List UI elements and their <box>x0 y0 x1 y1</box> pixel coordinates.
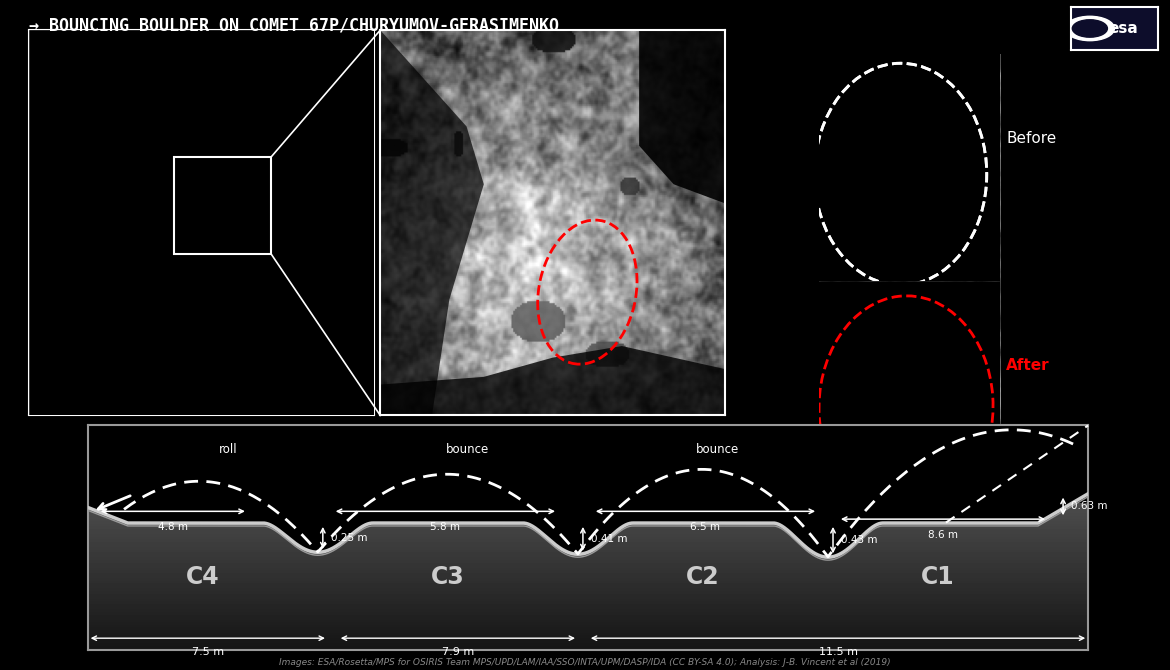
Ellipse shape <box>917 308 982 361</box>
Text: bounce: bounce <box>446 444 489 456</box>
PathPatch shape <box>819 281 1000 523</box>
Ellipse shape <box>932 225 978 268</box>
Text: C2: C2 <box>686 565 720 589</box>
Ellipse shape <box>821 80 889 133</box>
Text: esa: esa <box>1108 21 1138 36</box>
Text: 11.5 m: 11.5 m <box>819 647 858 657</box>
Circle shape <box>1073 19 1107 38</box>
Text: 0.41 m: 0.41 m <box>591 533 627 543</box>
Text: C3: C3 <box>431 565 464 589</box>
Text: 7.9 m: 7.9 m <box>442 647 474 657</box>
Text: After: After <box>1006 358 1049 373</box>
Text: 0.63 m: 0.63 m <box>1071 501 1108 511</box>
Text: C1: C1 <box>921 565 955 589</box>
Text: → BOUNCING BOULDER ON COMET 67P/CHURYUMOV-GERASIMENKO: → BOUNCING BOULDER ON COMET 67P/CHURYUMO… <box>29 17 559 35</box>
Text: 4.8 m: 4.8 m <box>158 522 187 532</box>
Polygon shape <box>639 30 725 204</box>
Text: C4: C4 <box>186 565 220 589</box>
Ellipse shape <box>818 319 875 437</box>
Text: 5.8 m: 5.8 m <box>431 522 460 532</box>
Polygon shape <box>380 346 725 415</box>
PathPatch shape <box>814 54 1000 295</box>
PathPatch shape <box>29 30 374 415</box>
Ellipse shape <box>935 107 986 155</box>
Polygon shape <box>380 30 484 415</box>
Text: Images: ESA/Rosetta/MPS for OSIRIS Team MPS/UPD/LAM/IAA/SSO/INTA/UPM/DASP/IDA (C: Images: ESA/Rosetta/MPS for OSIRIS Team … <box>280 658 890 667</box>
Text: 0.25 m: 0.25 m <box>331 533 367 543</box>
Ellipse shape <box>938 438 990 486</box>
Text: 6.5 m: 6.5 m <box>690 522 721 532</box>
Text: bounce: bounce <box>696 444 739 456</box>
Bar <box>174 157 271 254</box>
Circle shape <box>1066 16 1114 41</box>
Text: 8.6 m: 8.6 m <box>928 530 958 540</box>
Text: Before: Before <box>1006 131 1057 145</box>
Text: 7.5 m: 7.5 m <box>192 647 223 657</box>
Text: roll: roll <box>219 444 238 456</box>
Text: 0.43 m: 0.43 m <box>841 535 878 545</box>
